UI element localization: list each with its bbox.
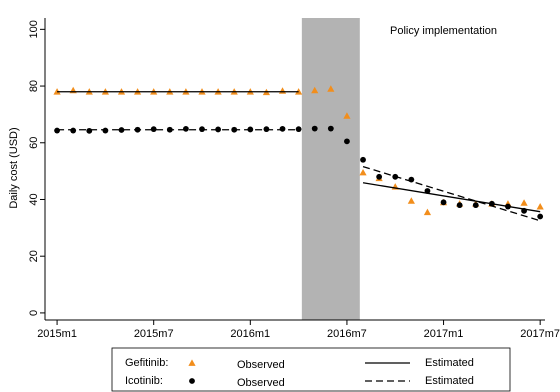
y-tick-label: 80 bbox=[28, 80, 40, 92]
point bbox=[456, 202, 463, 209]
point bbox=[344, 138, 350, 145]
point bbox=[150, 126, 157, 133]
point bbox=[440, 199, 447, 206]
legend: Gefitinib: Observed Icotinib: Observed Estim… bbox=[125, 357, 474, 389]
y-tick-label: 40 bbox=[28, 193, 40, 205]
point bbox=[359, 168, 367, 176]
point bbox=[215, 126, 222, 133]
point bbox=[360, 156, 366, 163]
legend-swatch bbox=[189, 378, 195, 384]
x-tick-label: 2015m1 bbox=[37, 328, 77, 340]
point bbox=[278, 87, 287, 94]
annotation: Policy implementation bbox=[390, 25, 497, 37]
legend-label: Observed bbox=[237, 377, 285, 389]
point bbox=[70, 127, 77, 134]
y-tick-label: 0 bbox=[28, 310, 40, 316]
point bbox=[536, 202, 544, 210]
point bbox=[376, 173, 383, 180]
legend-box bbox=[111, 347, 511, 392]
point bbox=[343, 112, 351, 119]
point bbox=[295, 126, 302, 133]
point bbox=[327, 125, 334, 132]
point bbox=[279, 125, 286, 132]
point bbox=[54, 127, 60, 134]
legend-group-label: Icotinib: bbox=[125, 375, 163, 387]
point bbox=[183, 125, 189, 132]
x-tick-label: 2015m7 bbox=[134, 328, 174, 340]
point bbox=[86, 127, 93, 134]
legend-label: Observed bbox=[237, 359, 285, 371]
point bbox=[537, 213, 544, 220]
point bbox=[102, 127, 109, 134]
point bbox=[472, 202, 479, 209]
legend-swatch bbox=[188, 359, 196, 366]
x-tick-label: 2016m1 bbox=[230, 328, 270, 340]
x-tick-label: 2017m7 bbox=[520, 328, 560, 340]
point bbox=[311, 125, 318, 132]
point bbox=[520, 199, 528, 206]
y-tick-label: 60 bbox=[28, 137, 40, 149]
point bbox=[423, 208, 432, 216]
y-tick-label: 100 bbox=[28, 20, 40, 38]
x-tick-label: 2017m1 bbox=[424, 328, 464, 340]
legend-label: Estimated bbox=[425, 357, 474, 369]
fit-line bbox=[57, 91, 541, 213]
point bbox=[311, 86, 319, 94]
legend-label: Estimated bbox=[425, 375, 474, 387]
fit-line bbox=[57, 129, 541, 222]
y-tick-label: 20 bbox=[28, 250, 40, 262]
y-axis-label: Daily cost (USD) bbox=[8, 127, 20, 208]
point bbox=[407, 197, 415, 204]
shaded-region bbox=[301, 18, 360, 320]
point bbox=[327, 85, 335, 92]
point bbox=[118, 127, 125, 133]
x-tick-label: 2016m7 bbox=[327, 328, 367, 340]
legend-group-label: Gefitinib: bbox=[125, 357, 168, 369]
